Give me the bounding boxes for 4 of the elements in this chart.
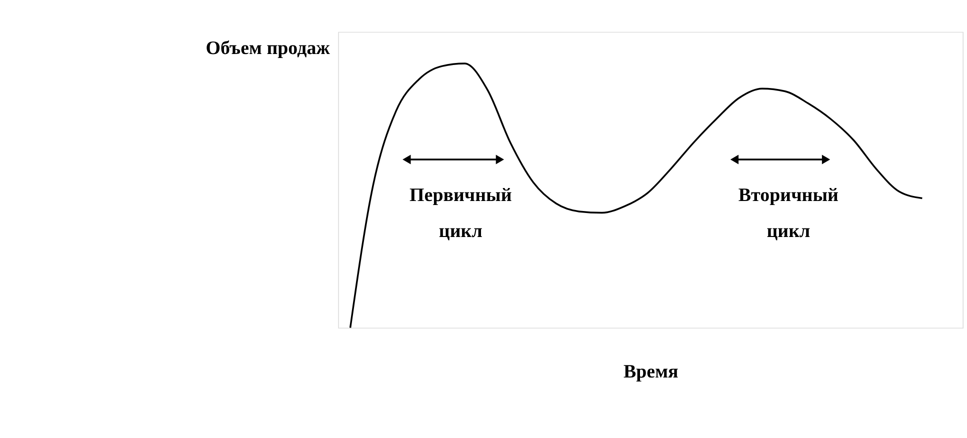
x-axis-title: Время xyxy=(623,361,678,382)
annotation: Первичный цикл xyxy=(410,184,512,242)
annotation: Вторичный цикл xyxy=(738,184,839,242)
y-axis-title: Объем продаж xyxy=(206,38,330,59)
